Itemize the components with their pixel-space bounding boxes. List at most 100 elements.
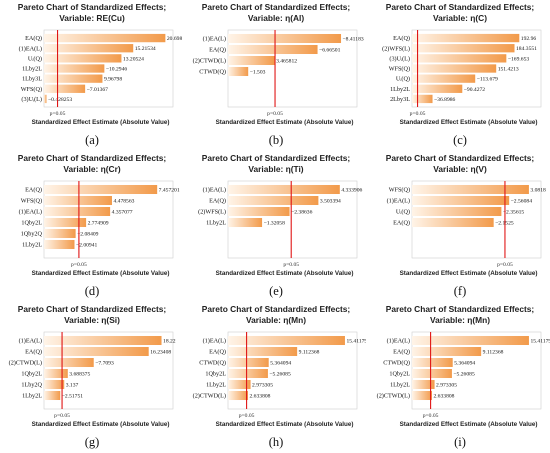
value-label: 7.457201 xyxy=(159,188,180,194)
bar xyxy=(228,390,248,401)
value-label: −8.41183 xyxy=(343,37,364,43)
category-label: 1Lby2L xyxy=(22,242,42,249)
bar xyxy=(412,195,510,206)
chart-svg-a: Pareto Chart of Standardized Effects;Var… xyxy=(18,2,182,147)
p-value-label: p=0.05 xyxy=(423,413,439,419)
x-axis-label: Standardized Effect Estimate (Absolute V… xyxy=(32,119,170,126)
value-label: 20.69825 xyxy=(167,36,182,42)
chart-title: Pareto Chart of Standardized Effects; xyxy=(18,2,166,12)
bar xyxy=(228,44,318,55)
chart-title: Pareto Chart of Standardized Effects; xyxy=(386,153,534,163)
category-label: CTWD(Q) xyxy=(199,360,226,367)
value-label: −2.35615 xyxy=(503,210,525,216)
bar xyxy=(412,44,515,53)
bar xyxy=(228,66,249,77)
value-label: 4.478563 xyxy=(113,199,134,205)
chart-panel-c: Pareto Chart of Standardized Effects; Var… xyxy=(370,0,550,151)
value-label: 9.112368 xyxy=(299,350,320,356)
x-axis-label: Standardized Effect Estimate (Absolute V… xyxy=(400,421,538,428)
chart-svg-h: Pareto Chart of Standardized Effects;Var… xyxy=(193,304,366,449)
x-axis-label: Standardized Effect Estimate (Absolute V… xyxy=(216,119,354,126)
chart-svg-c: Pareto Chart of Standardized Effects;Var… xyxy=(382,2,542,147)
chart-panel-i: Pareto Chart of Standardized Effects; Var… xyxy=(370,302,550,453)
category-label: (3)Uᵢ(L) xyxy=(21,96,42,103)
bar xyxy=(228,368,268,379)
p-value-label: p=0.05 xyxy=(71,262,87,268)
value-label: −90.4272 xyxy=(464,87,486,93)
value-label: −5.26085 xyxy=(453,372,475,378)
value-label: 4.357077 xyxy=(112,210,133,216)
bar xyxy=(412,217,494,228)
p-value-label: p=0.05 xyxy=(54,413,70,419)
chart-svg-i: Pareto Chart of Standardized Effects;Var… xyxy=(377,304,550,449)
category-label: 1Lby3L xyxy=(22,76,42,83)
panel-caption: (b) xyxy=(269,133,284,147)
category-label: Uᵢ(Q) xyxy=(396,209,410,216)
bar xyxy=(228,195,319,206)
bar xyxy=(228,217,263,228)
category-label: EA(Q) xyxy=(25,35,42,42)
bar xyxy=(44,357,94,368)
x-axis-label: Standardized Effect Estimate (Absolute V… xyxy=(400,270,538,277)
value-label: −1.32058 xyxy=(264,221,286,227)
category-label: 1Lby2Q xyxy=(21,382,42,389)
category-label: (1)EA(L) xyxy=(203,187,226,194)
chart-panel-f: Pareto Chart of Standardized Effects; Var… xyxy=(370,151,550,302)
bar xyxy=(44,33,166,43)
chart-variable: Variable: η(Mn) xyxy=(246,315,306,325)
panel-caption: (d) xyxy=(85,284,100,298)
x-axis-label: Standardized Effect Estimate (Absolute V… xyxy=(32,270,170,277)
value-label: 13.20524 xyxy=(123,56,144,62)
value-label: 2.633808 xyxy=(433,394,454,400)
panel-caption: (c) xyxy=(453,133,467,147)
category-label: 2Lby3L xyxy=(390,96,410,103)
panel-caption: (f) xyxy=(454,284,467,298)
panel-caption: (i) xyxy=(454,435,466,449)
bar xyxy=(44,335,162,346)
value-label: 2.774909 xyxy=(88,221,109,227)
value-label: −10.2946 xyxy=(106,67,128,73)
bar xyxy=(44,54,122,63)
value-label: 3.503394 xyxy=(320,199,341,205)
value-label: 3.0818 xyxy=(530,188,546,194)
panel-caption: (e) xyxy=(269,284,283,298)
chart-svg-f: Pareto Chart of Standardized Effects;Var… xyxy=(386,153,546,298)
value-label: −113.679 xyxy=(477,77,498,83)
category-label: EA(Q) xyxy=(25,349,42,356)
chart-title: Pareto Chart of Standardized Effects; xyxy=(202,304,350,314)
bar xyxy=(44,346,149,357)
bar xyxy=(412,184,529,195)
chart-panel-d: Pareto Chart of Standardized Effects; Var… xyxy=(2,151,182,302)
category-label: 1Qby2L xyxy=(205,371,226,378)
value-label: −2.38636 xyxy=(291,210,313,216)
p-value-label: p=0.05 xyxy=(50,111,66,117)
bar xyxy=(44,64,105,73)
x-axis-label: Standardized Effect Estimate (Absolute V… xyxy=(216,270,354,277)
chart-title: Pareto Chart of Standardized Effects; xyxy=(386,304,534,314)
bar xyxy=(44,184,158,195)
chart-panel-a: Pareto Chart of Standardized Effects; Var… xyxy=(2,0,182,151)
bar xyxy=(44,74,103,83)
bar xyxy=(412,84,463,93)
category-label: EA(Q) xyxy=(393,220,410,227)
value-label: −169.653 xyxy=(508,56,530,62)
value-label: −7.7093 xyxy=(95,361,114,367)
bar xyxy=(412,64,497,73)
bar xyxy=(44,84,86,93)
category-label: (2)CTWD(L) xyxy=(193,58,226,65)
value-label: −2.00941 xyxy=(76,243,98,249)
value-label: −2.08409 xyxy=(77,232,99,238)
chart-variable: Variable: η(Mn) xyxy=(430,315,490,325)
value-label: 9.96798 xyxy=(104,77,122,83)
bar xyxy=(228,206,290,217)
category-label: CTWD(Q) xyxy=(383,360,410,367)
value-label: 3.137 xyxy=(66,383,79,389)
category-label: Uᵢ(Q) xyxy=(28,55,42,62)
value-label: 5.364094 xyxy=(454,361,475,367)
bar xyxy=(44,217,87,228)
value-label: 2.973305 xyxy=(252,383,273,389)
category-label: (2)CTWD(L) xyxy=(9,360,42,367)
category-label: (1)EA(L) xyxy=(19,45,42,52)
chart-title: Pareto Chart of Standardized Effects; xyxy=(202,2,350,12)
category-label: EA(Q) xyxy=(209,349,226,356)
